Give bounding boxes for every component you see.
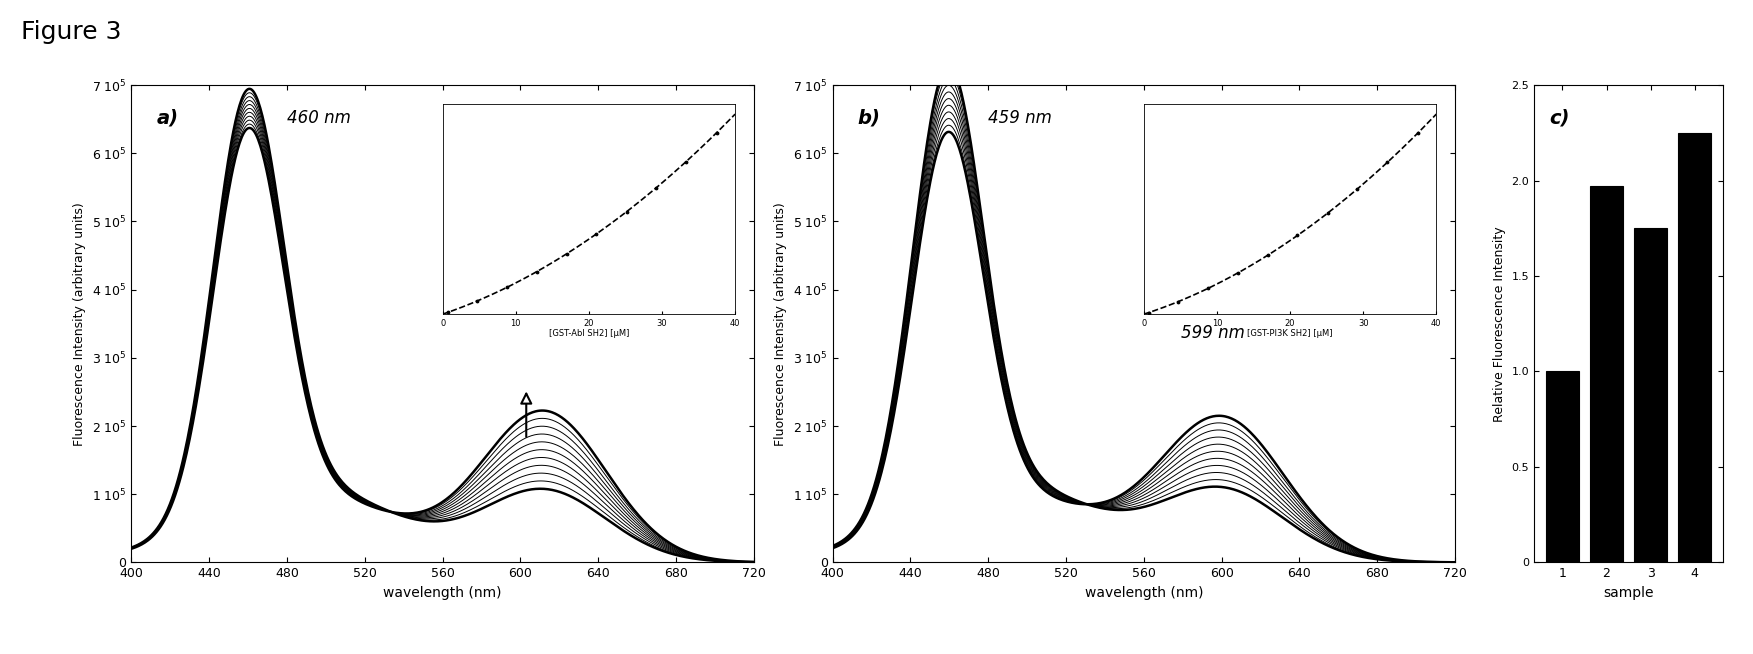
- Text: 459 nm: 459 nm: [989, 109, 1052, 127]
- Text: c): c): [1550, 109, 1569, 128]
- Y-axis label: Fluorescence Intensity (arbitrary units): Fluorescence Intensity (arbitrary units): [74, 202, 86, 445]
- Bar: [1590, 186, 1623, 562]
- X-axis label: wavelength (nm): wavelength (nm): [384, 586, 501, 600]
- Bar: [1678, 133, 1711, 562]
- X-axis label: sample: sample: [1604, 586, 1653, 600]
- Text: a): a): [156, 109, 179, 128]
- Text: Figure 3: Figure 3: [21, 20, 121, 44]
- Text: 599 nm: 599 nm: [1182, 324, 1245, 342]
- Text: 460 nm: 460 nm: [287, 109, 351, 127]
- X-axis label: wavelength (nm): wavelength (nm): [1085, 586, 1203, 600]
- Text: b): b): [857, 109, 880, 128]
- Y-axis label: Fluorescence Intensity (arbitrary units): Fluorescence Intensity (arbitrary units): [775, 202, 787, 445]
- Bar: [1634, 228, 1667, 562]
- Y-axis label: Relative Fluorescence Intensity: Relative Fluorescence Intensity: [1494, 226, 1506, 422]
- Bar: [1546, 371, 1579, 562]
